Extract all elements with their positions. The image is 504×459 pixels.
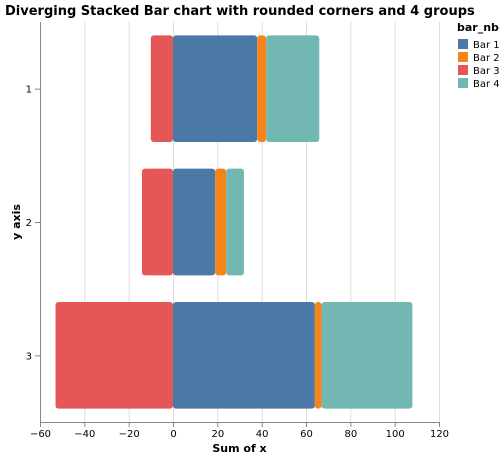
y-axis-title: y axis	[10, 204, 23, 240]
bar-segment-bar-1-cat-1	[173, 35, 258, 143]
legend-swatch-bar-1	[458, 39, 468, 49]
x-tick-label: 80	[344, 429, 357, 440]
legend-title: bar_nb	[457, 21, 499, 34]
legend-label: Bar 4	[473, 79, 500, 90]
x-tick-label: −60	[30, 429, 51, 440]
bars	[55, 35, 413, 409]
bar-segment-bar-2-cat-3	[314, 302, 322, 409]
bar-segment-bar-3-cat-1	[150, 35, 173, 143]
x-tick-label: 60	[300, 429, 313, 440]
legend-swatch-bar-2	[458, 52, 468, 62]
bar-segment-bar-3-cat-3	[55, 302, 174, 409]
bar-segment-bar-2-cat-2	[215, 168, 227, 276]
axes: −60 −40 −20 0 20 40 60 80 100 120 1 2 3	[26, 22, 449, 440]
bar-segment-bar-4-cat-3	[321, 302, 413, 409]
legend: bar_nb Bar 1 Bar 2 Bar 3 Bar 4	[457, 21, 500, 90]
legend-label: Bar 1	[473, 40, 500, 51]
y-tick-label: 3	[26, 351, 32, 362]
y-tick-label: 1	[26, 85, 32, 96]
legend-swatch-bar-3	[458, 65, 468, 75]
x-tick-label: 0	[170, 429, 176, 440]
y-tick-label: 2	[26, 218, 32, 229]
bar-segment-bar-4-cat-1	[266, 35, 320, 143]
x-tick-label: 120	[430, 429, 449, 440]
legend-label: Bar 3	[473, 66, 500, 77]
x-tick-label: −40	[74, 429, 95, 440]
x-tick-label: −20	[119, 429, 140, 440]
bar-segment-bar-1-cat-2	[173, 168, 216, 276]
legend-swatch-bar-4	[458, 78, 468, 88]
x-tick-label: 20	[211, 429, 224, 440]
x-tick-label: 100	[386, 429, 405, 440]
x-tick-label: 40	[256, 429, 269, 440]
bar-segment-bar-2-cat-1	[257, 35, 267, 143]
x-axis-title: Sum of x	[212, 442, 266, 455]
bar-segment-bar-4-cat-2	[226, 168, 244, 276]
bar-segment-bar-3-cat-2	[141, 168, 173, 276]
bar-segment-bar-1-cat-3	[173, 302, 315, 409]
chart-title: Diverging Stacked Bar chart with rounded…	[5, 4, 475, 19]
legend-label: Bar 2	[473, 53, 500, 64]
